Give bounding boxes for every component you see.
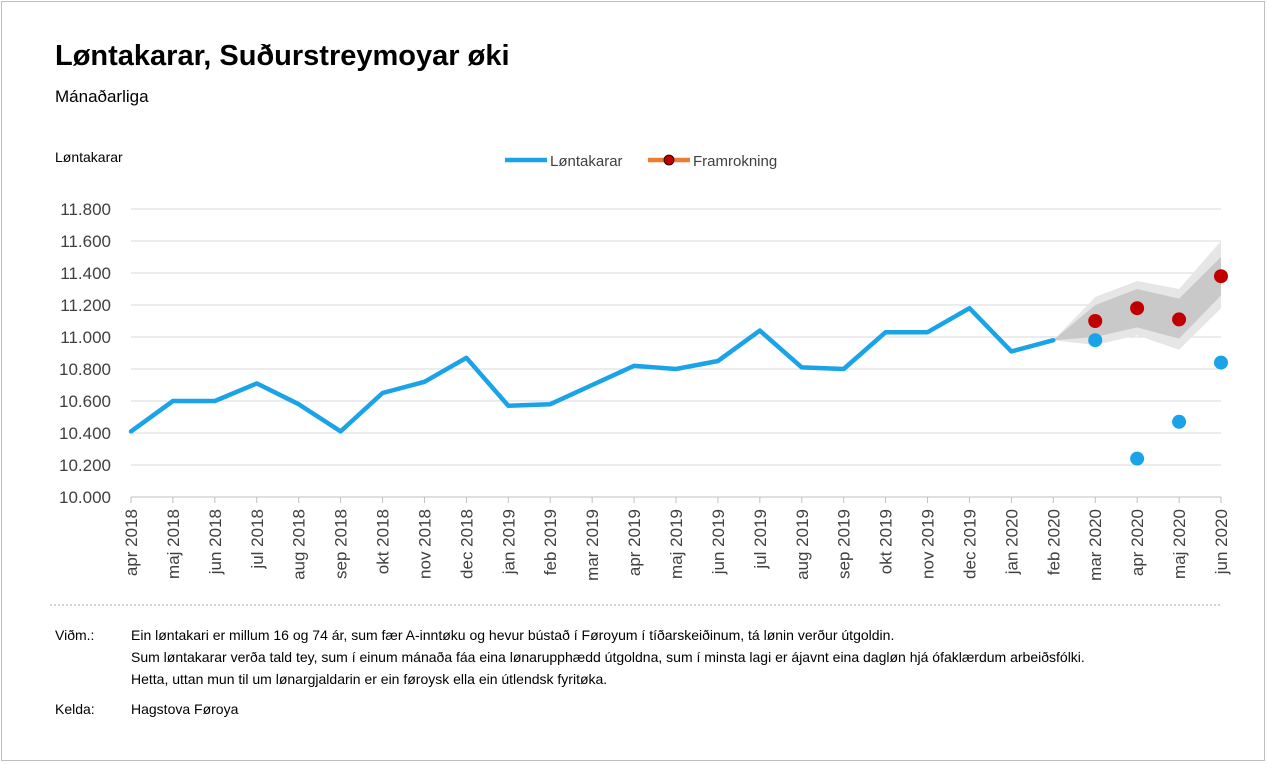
legend-swatch-framrokning-marker xyxy=(663,154,675,166)
chart-title: Løntakarar, Suðurstreymoyar øki xyxy=(55,40,510,72)
x-tick-label: maj 2018 xyxy=(164,509,183,579)
note-line-3: Hetta, uttan mun til um lønargjaldarin e… xyxy=(131,671,608,687)
y-tick-label: 11.200 xyxy=(60,296,111,315)
point-framrokning xyxy=(1088,314,1103,328)
x-tick-label: aug 2018 xyxy=(290,509,309,580)
chart-subtitle: Mánaðarliga xyxy=(55,87,149,106)
x-tick-label: jan 2019 xyxy=(499,509,518,575)
source-value: Hagstova Føroya xyxy=(131,701,239,717)
x-tick-label: maj 2019 xyxy=(667,509,686,579)
x-tick-label: okt 2018 xyxy=(374,509,393,574)
notes-section: Viðm.: Ein løntakari er millum 16 og 74 … xyxy=(55,624,1085,690)
point-lontakarar xyxy=(1214,355,1228,370)
x-tick-label: jul 2019 xyxy=(751,509,770,570)
y-tick-label: 10.200 xyxy=(59,456,111,475)
point-lontakarar xyxy=(1088,333,1103,348)
x-tick-label: apr 2018 xyxy=(122,509,141,576)
source-section: Kelda: Hagstova Føroya xyxy=(55,701,238,717)
y-tick-label: 11.400 xyxy=(60,264,111,283)
point-lontakarar xyxy=(1172,414,1187,429)
x-tick-label: jun 2019 xyxy=(709,509,728,575)
x-tick-label: jul 2018 xyxy=(248,509,267,570)
y-tick-label: 10.600 xyxy=(59,392,111,411)
x-tick-label: jan 2020 xyxy=(1002,509,1021,575)
x-tick-label: feb 2019 xyxy=(541,509,560,575)
series-line-lontakarar xyxy=(128,305,1056,434)
source-label: Kelda: xyxy=(55,701,95,717)
point-lontakarar xyxy=(1130,451,1145,466)
x-tick-label: mar 2019 xyxy=(583,509,602,581)
x-tick-label: maj 2020 xyxy=(1170,509,1189,579)
x-tick-label: dec 2018 xyxy=(457,509,476,579)
legend: Løntakarar Framrokning xyxy=(505,153,777,170)
point-framrokning xyxy=(1172,312,1187,327)
y-axis-label: Løntakarar xyxy=(55,149,123,165)
x-tick-label: dec 2019 xyxy=(960,509,979,579)
x-tick-label: feb 2020 xyxy=(1044,509,1063,575)
x-tick-label: okt 2019 xyxy=(877,509,896,574)
y-tick-label: 11.800 xyxy=(60,200,111,219)
x-tick-label: sep 2019 xyxy=(835,509,854,579)
x-tick-label: sep 2018 xyxy=(332,509,351,579)
notes-label: Viðm.: xyxy=(55,627,95,643)
y-tick-label: 11.000 xyxy=(60,328,111,347)
y-tick-label: 10.400 xyxy=(59,424,111,443)
x-tick-label: nov 2019 xyxy=(919,509,938,579)
note-line-1: Ein løntakari er millum 16 og 74 ár, sum… xyxy=(131,627,895,643)
x-tick-label: jun 2020 xyxy=(1212,509,1231,575)
x-tick-label: nov 2018 xyxy=(415,509,434,579)
x-tick-label: jun 2018 xyxy=(206,509,225,575)
x-tick-label: aug 2019 xyxy=(793,509,812,580)
point-framrokning xyxy=(1130,301,1145,316)
point-framrokning xyxy=(1214,269,1228,284)
x-tick-label: mar 2020 xyxy=(1086,509,1105,581)
note-line-2: Sum løntakarar verða tald tey, sum í ein… xyxy=(131,649,1085,665)
y-tick-label: 10.000 xyxy=(59,488,111,507)
x-tick-label: apr 2019 xyxy=(625,509,644,576)
x-tick-label: apr 2020 xyxy=(1128,509,1147,576)
y-tick-label: 11.600 xyxy=(60,232,111,251)
legend-label-lontakarar: Løntakarar xyxy=(550,153,623,170)
legend-label-framrokning: Framrokning xyxy=(693,153,777,170)
y-tick-label: 10.800 xyxy=(59,360,111,379)
